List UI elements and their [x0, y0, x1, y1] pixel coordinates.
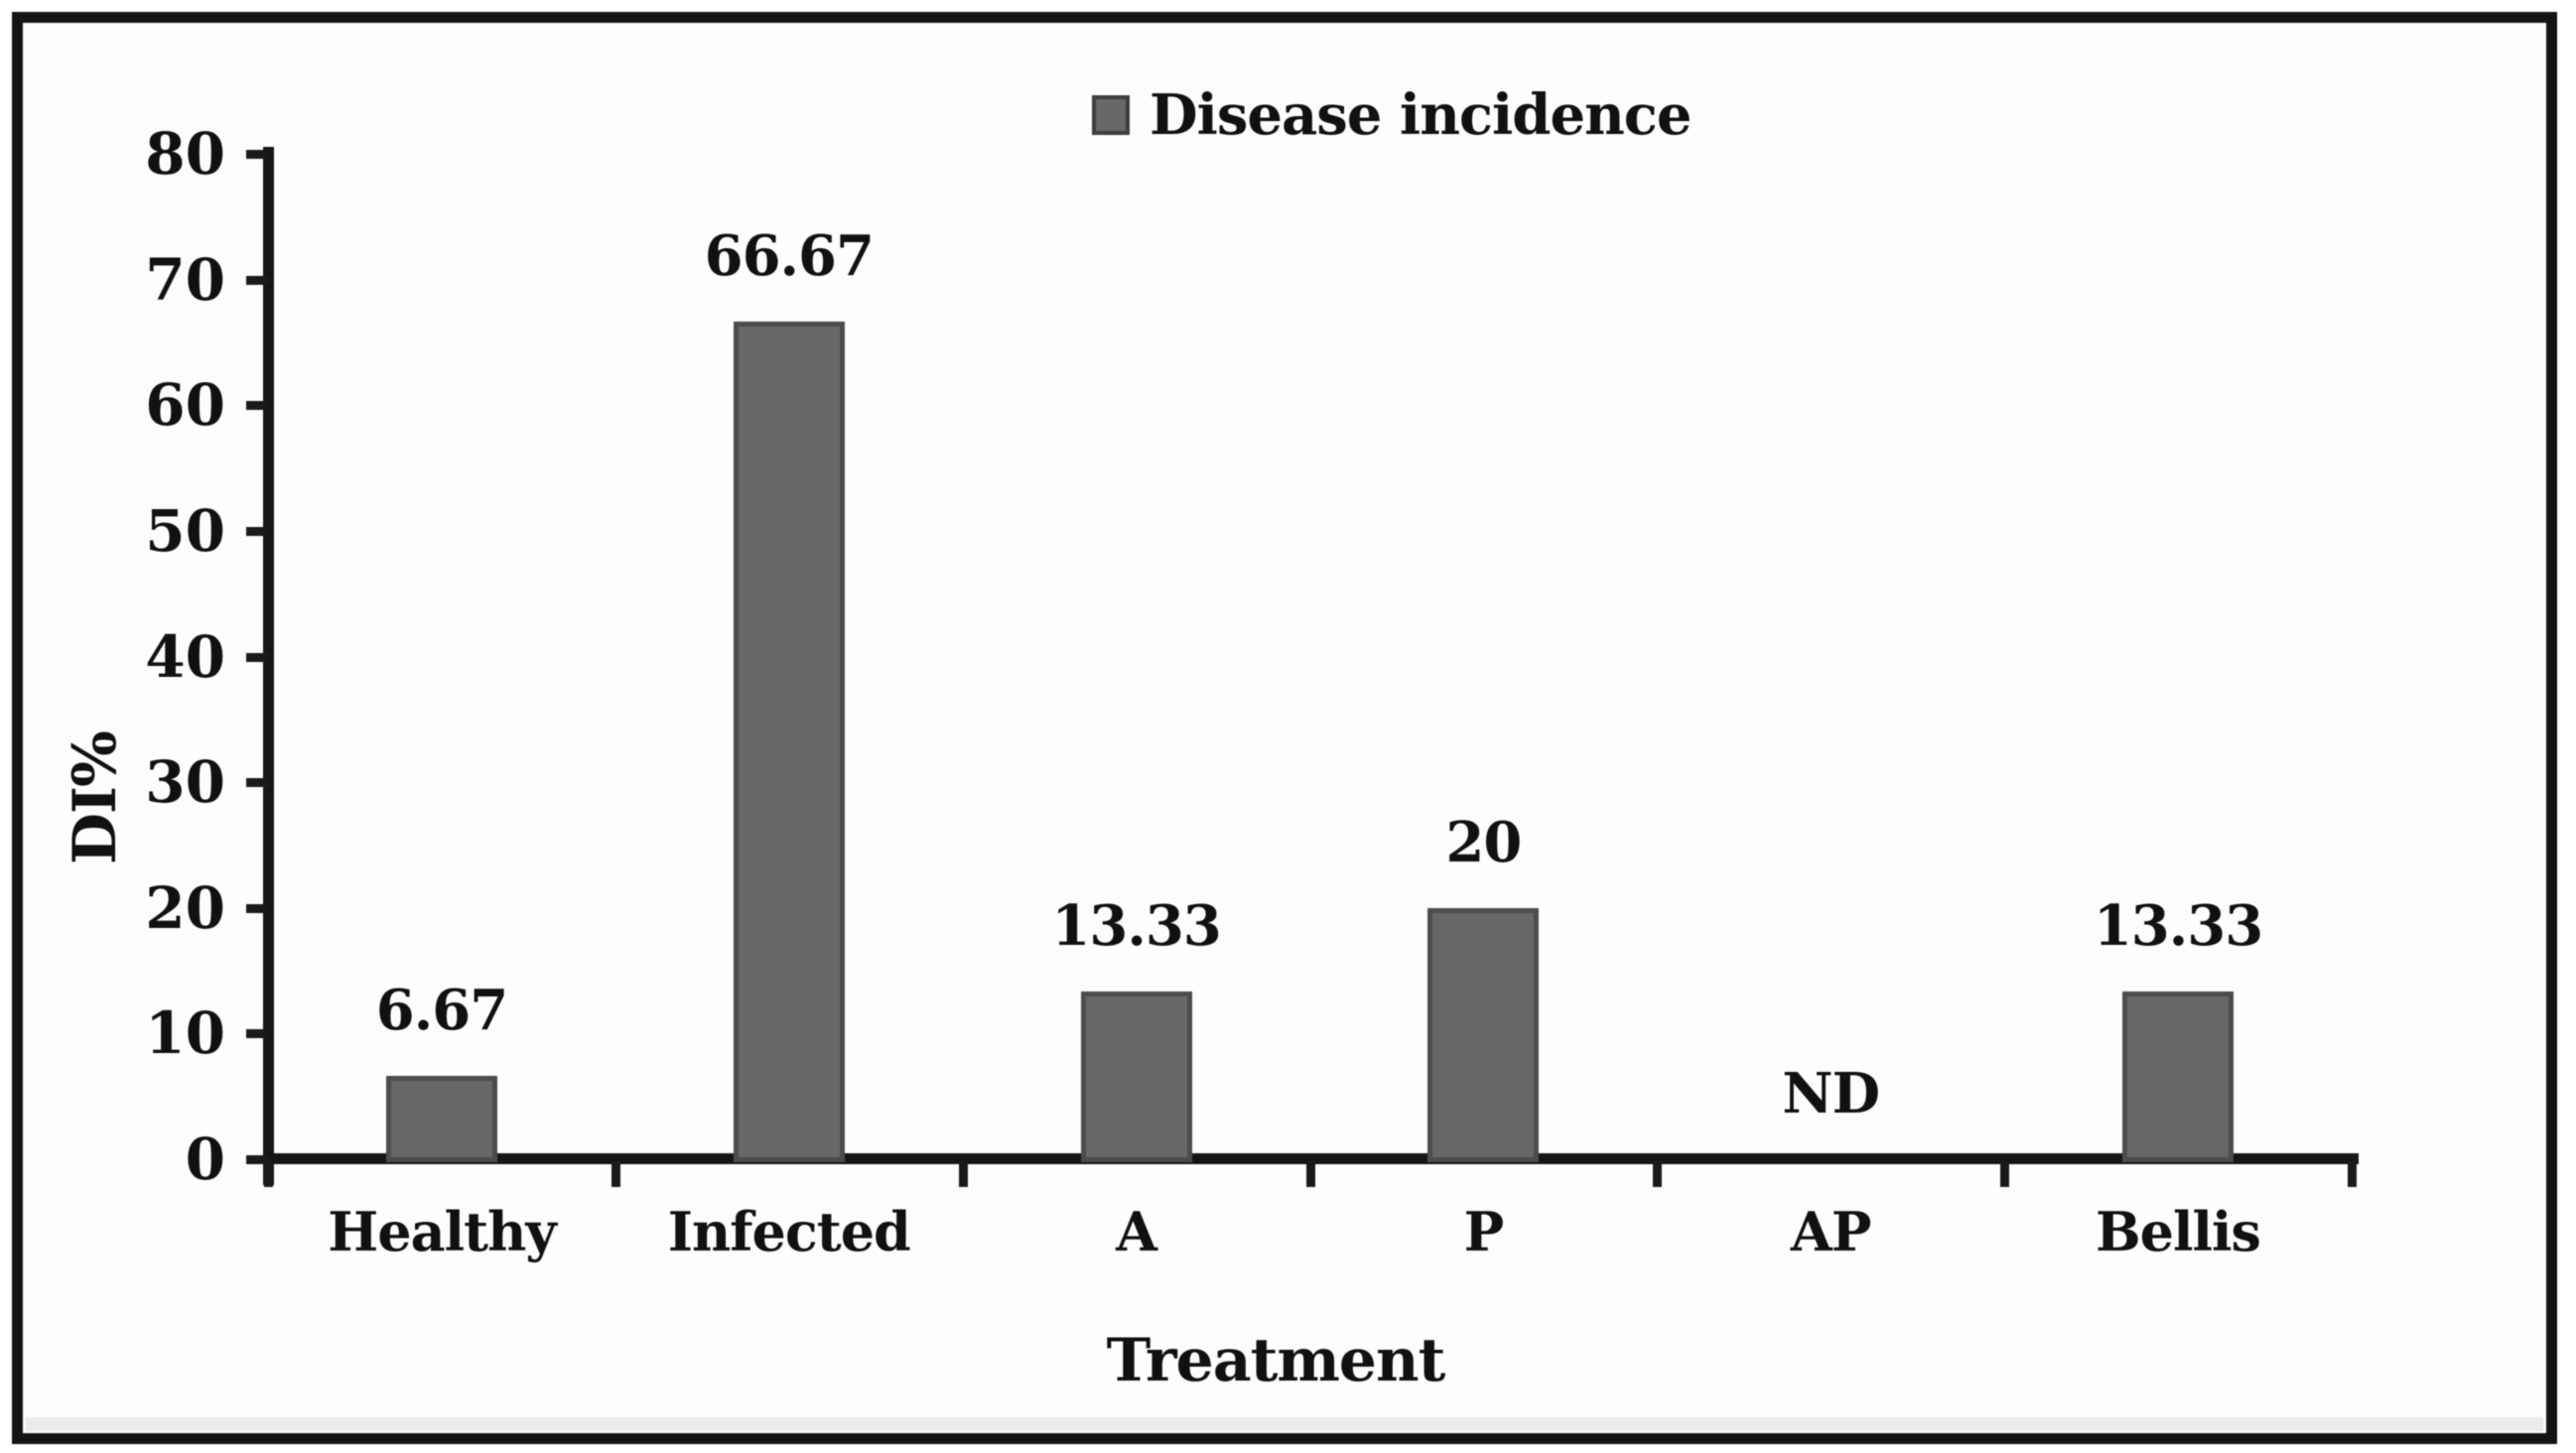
y-tick-label-30: 30: [145, 748, 225, 817]
y-tick-label-40: 40: [145, 622, 225, 691]
value-label-healthy: 6.67: [375, 977, 508, 1043]
x-axis-tick: [2000, 1161, 2010, 1187]
y-axis-tick: [246, 275, 268, 285]
legend: Disease incidence: [1092, 82, 1693, 148]
x-tick-label-p: P: [1463, 1200, 1505, 1263]
x-axis-line: [263, 1153, 2359, 1164]
value-label-a: 13.33: [1051, 893, 1221, 960]
y-tick-label-0: 0: [185, 1125, 225, 1193]
bar-bellis: [2122, 991, 2234, 1162]
bar-a: [1080, 991, 1192, 1162]
x-axis-tick: [2347, 1161, 2357, 1187]
y-axis-tick: [246, 526, 268, 536]
legend-square-marker-icon: [1092, 95, 1130, 135]
value-label-infected: 66.67: [704, 222, 875, 289]
x-axis-title: Treatment: [1106, 1326, 1446, 1395]
chart-frame: [12, 12, 2557, 1444]
y-tick-label-10: 10: [145, 999, 225, 1068]
bar-infected: [733, 321, 845, 1162]
x-axis-tick: [1305, 1161, 1315, 1187]
y-tick-label-20: 20: [145, 873, 225, 942]
y-axis-tick: [246, 652, 268, 662]
x-tick-label-bellis: Bellis: [2096, 1200, 2261, 1263]
x-tick-label-infected: Infected: [667, 1200, 911, 1263]
y-axis-tick: [246, 150, 268, 159]
value-label-bellis: 13.33: [2093, 893, 2263, 960]
bottom-shading: [26, 1417, 2543, 1431]
y-tick-label-60: 60: [145, 371, 225, 440]
y-tick-label-50: 50: [145, 496, 225, 565]
x-axis-tick: [264, 1161, 274, 1187]
y-axis-tick: [246, 401, 268, 411]
y-axis-tick: [246, 778, 268, 788]
x-axis-tick: [1653, 1161, 1663, 1187]
y-tick-label-70: 70: [145, 245, 225, 314]
bar-p: [1427, 907, 1540, 1162]
bar-healthy: [386, 1075, 497, 1162]
x-tick-label-healthy: Healthy: [328, 1200, 556, 1263]
y-axis-tick: [246, 903, 268, 913]
y-axis-tick: [246, 1155, 268, 1164]
x-tick-label-a: A: [1116, 1200, 1157, 1263]
value-label-p: 20: [1445, 809, 1522, 875]
x-axis-tick: [610, 1161, 620, 1187]
value-label-ap: ND: [1782, 1061, 1880, 1126]
x-axis-tick: [958, 1161, 968, 1187]
y-axis-line: [263, 147, 274, 1185]
y-tick-label-80: 80: [145, 120, 225, 188]
legend-label: Disease incidence: [1150, 82, 1693, 148]
y-axis-tick: [246, 1029, 268, 1039]
x-tick-label-ap: AP: [1790, 1200, 1872, 1263]
